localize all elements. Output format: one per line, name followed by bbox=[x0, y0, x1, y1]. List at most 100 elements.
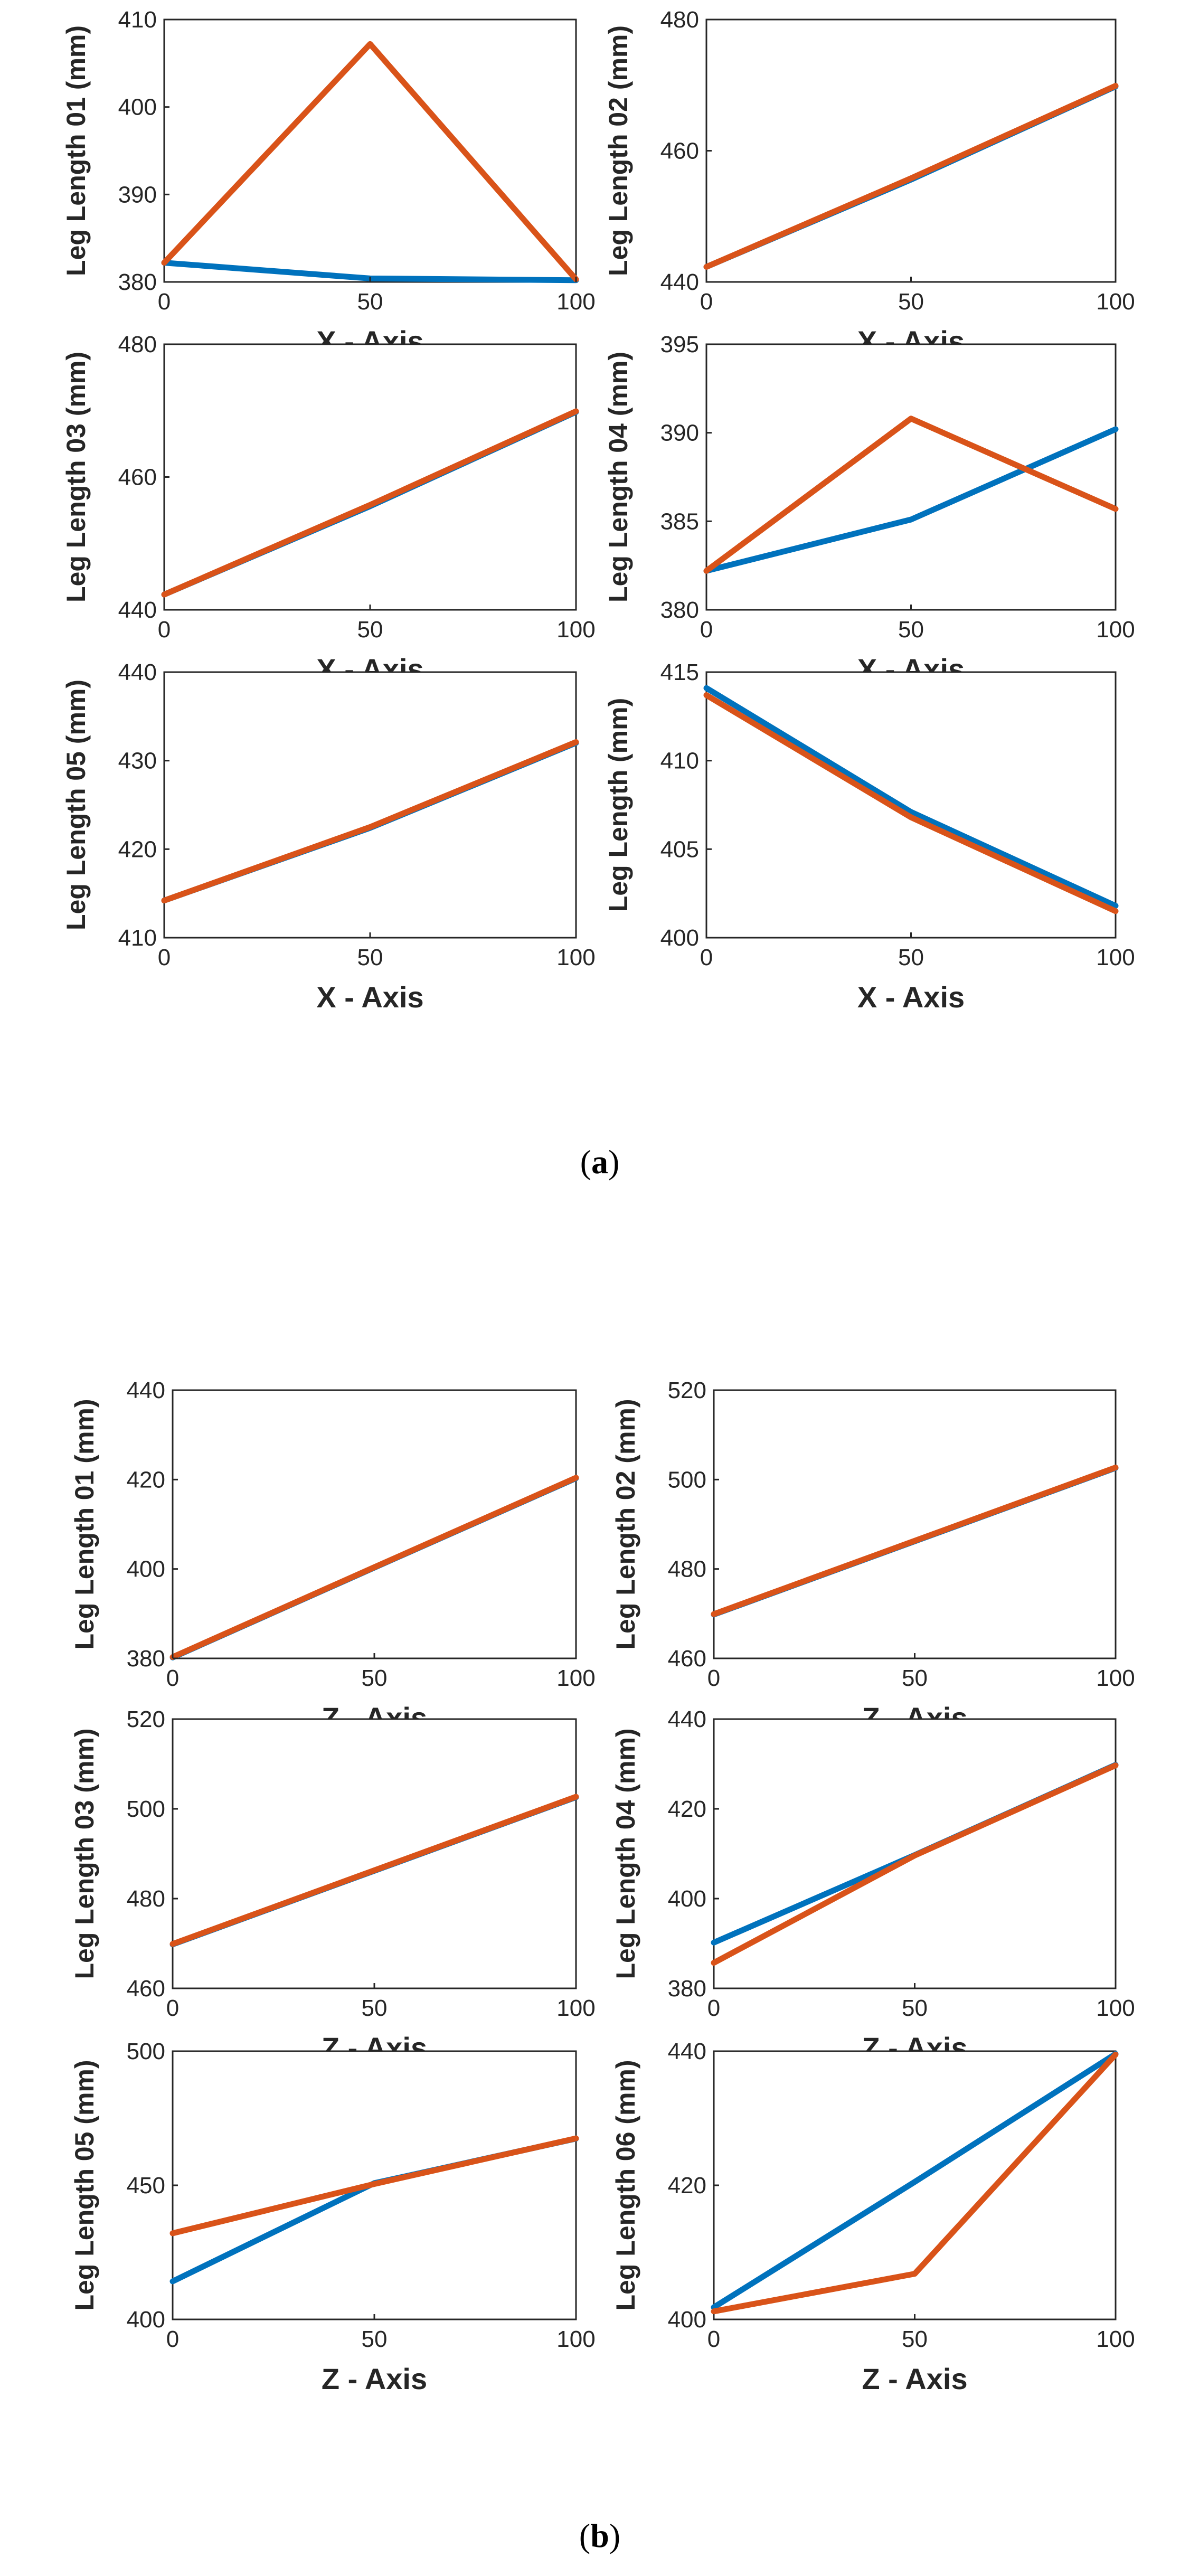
y-tick-label: 385 bbox=[660, 508, 699, 534]
x-tick-label: 50 bbox=[357, 289, 383, 315]
plot-frame bbox=[705, 671, 1117, 939]
series-line-2 bbox=[711, 2051, 1119, 2315]
x-tick-label: 0 bbox=[166, 2326, 179, 2352]
chart-b5: 0 50 100 400 450 500 Z - Axis Leg Length 05 (mm… bbox=[70, 2039, 596, 2395]
plot-frame bbox=[172, 1389, 577, 1659]
y-tick-label: 390 bbox=[660, 420, 699, 446]
x-tick-label: 50 bbox=[898, 289, 924, 315]
y-axis-label: Leg Length 04 (mm) bbox=[603, 352, 633, 602]
y-tick-label: 415 bbox=[660, 659, 699, 685]
y-tick-label: 480 bbox=[127, 1886, 165, 1912]
x-tick-label: 0 bbox=[158, 945, 171, 970]
y-tick-label: 440 bbox=[118, 597, 157, 623]
x-tick-label: 0 bbox=[158, 617, 171, 643]
x-axis-label: Z - Axis bbox=[862, 2362, 967, 2395]
y-axis-label: Leg Length 05 (mm) bbox=[70, 2060, 99, 2310]
y-tick-label: 400 bbox=[118, 95, 157, 120]
plot-frame bbox=[163, 18, 577, 283]
y-tick-label: 420 bbox=[668, 2173, 706, 2198]
caption-b-letter: b bbox=[590, 2517, 609, 2554]
y-axis-label: Leg Length 02 (mm) bbox=[603, 25, 633, 276]
series-line-2 bbox=[711, 1762, 1119, 1966]
y-axis-label: Leg Length 06 (mm) bbox=[611, 2060, 640, 2310]
series-line-2 bbox=[169, 1794, 579, 1947]
x-tick-label: 100 bbox=[1096, 289, 1135, 315]
y-tick-label: 430 bbox=[118, 748, 157, 774]
y-tick-label: 380 bbox=[118, 269, 157, 295]
x-tick-label: 100 bbox=[1096, 1665, 1135, 1691]
y-axis-label: Leg Length 03 (mm) bbox=[61, 352, 91, 602]
y-tick-label: 440 bbox=[127, 1377, 165, 1403]
y-tick-label: 520 bbox=[127, 1706, 165, 1732]
series-line-2 bbox=[711, 1465, 1119, 1617]
x-tick-label: 50 bbox=[902, 1665, 928, 1691]
x-tick-label: 50 bbox=[362, 1995, 388, 2021]
series-line-2 bbox=[161, 739, 579, 904]
series-line-2 bbox=[169, 2135, 579, 2237]
x-tick-label: 100 bbox=[1096, 2326, 1135, 2352]
y-tick-label: 520 bbox=[668, 1377, 706, 1403]
chart-a6: 0 50 100 400 405 410 415 X - Axis Leg Length (mm… bbox=[603, 659, 1135, 1014]
x-tick-label: 100 bbox=[1096, 1995, 1135, 2021]
y-tick-label: 480 bbox=[660, 7, 699, 33]
y-tick-label: 405 bbox=[660, 836, 699, 862]
y-tick-label: 460 bbox=[660, 138, 699, 164]
caption-b: (b) bbox=[579, 2517, 620, 2554]
x-tick-label: 0 bbox=[700, 617, 713, 643]
x-tick-label: 100 bbox=[556, 1665, 595, 1691]
x-tick-label: 0 bbox=[707, 2326, 720, 2352]
x-axis-label: X - Axis bbox=[857, 980, 965, 1014]
x-tick-label: 0 bbox=[166, 1995, 179, 2021]
y-axis-label: Leg Length 04 (mm) bbox=[611, 1728, 640, 1979]
y-tick-label: 380 bbox=[660, 597, 699, 623]
caption-a-letter: a bbox=[591, 1143, 608, 1181]
chart-a5: 0 50 100 410 420 430 440 X - Axis Leg Length 05 … bbox=[61, 659, 596, 1014]
y-axis-label: Leg Length 01 (mm) bbox=[70, 1399, 99, 1649]
x-axis-label: X - Axis bbox=[316, 980, 423, 1014]
y-tick-label: 440 bbox=[118, 659, 157, 685]
x-tick-label: 50 bbox=[357, 617, 383, 643]
x-tick-label: 50 bbox=[357, 945, 383, 970]
y-tick-label: 460 bbox=[118, 465, 157, 490]
y-tick-label: 410 bbox=[118, 925, 157, 951]
x-tick-label: 0 bbox=[166, 1665, 179, 1691]
y-tick-label: 420 bbox=[127, 1467, 165, 1493]
caption-a: (a) bbox=[580, 1143, 620, 1181]
y-tick-label: 460 bbox=[668, 1646, 706, 1672]
x-tick-label: 50 bbox=[898, 945, 924, 970]
y-axis-label: Leg Length 05 (mm) bbox=[61, 680, 91, 930]
series-line-1 bbox=[711, 2051, 1119, 2310]
x-axis-label: Z - Axis bbox=[322, 2362, 427, 2395]
plot-frame bbox=[163, 671, 577, 939]
x-tick-label: 100 bbox=[556, 2326, 595, 2352]
x-tick-label: 50 bbox=[902, 2326, 928, 2352]
y-tick-label: 395 bbox=[660, 332, 699, 357]
y-tick-label: 420 bbox=[118, 836, 157, 862]
y-tick-label: 380 bbox=[127, 1646, 165, 1672]
x-tick-label: 0 bbox=[700, 945, 713, 970]
y-tick-label: 400 bbox=[660, 925, 699, 951]
x-tick-label: 50 bbox=[362, 2326, 388, 2352]
y-tick-label: 480 bbox=[118, 332, 157, 357]
y-tick-label: 410 bbox=[118, 7, 157, 33]
y-tick-label: 440 bbox=[668, 1706, 706, 1732]
y-tick-label: 450 bbox=[127, 2173, 165, 2198]
series-line-2 bbox=[161, 41, 579, 282]
x-tick-label: 0 bbox=[158, 289, 171, 315]
y-tick-label: 460 bbox=[127, 1976, 165, 2002]
y-tick-label: 500 bbox=[668, 1467, 706, 1493]
plot-frame bbox=[172, 1718, 577, 1989]
y-tick-label: 380 bbox=[668, 1976, 706, 2002]
x-tick-label: 100 bbox=[1096, 945, 1135, 970]
series-line-1 bbox=[703, 685, 1119, 909]
series-line-2 bbox=[703, 416, 1119, 574]
y-tick-label: 410 bbox=[660, 748, 699, 774]
y-tick-label: 400 bbox=[127, 1556, 165, 1582]
